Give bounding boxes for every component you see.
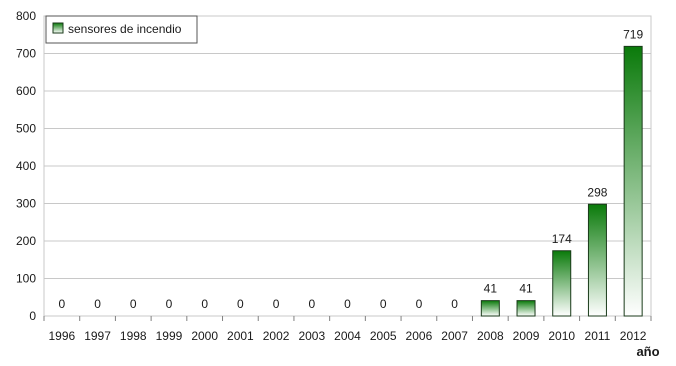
x-tick-label: 2006 [406, 329, 433, 343]
bar [480, 300, 500, 317]
bar [587, 203, 607, 317]
x-tick-label: 2008 [477, 329, 504, 343]
x-tick-label: 1996 [49, 329, 76, 343]
data-label: 0 [237, 297, 244, 311]
x-tick-label: 2001 [227, 329, 254, 343]
bar [552, 250, 572, 317]
x-tick-label: 1998 [120, 329, 147, 343]
x-axis-title: año [636, 344, 659, 359]
y-tick-label: 0 [29, 309, 36, 323]
y-tick-label: 600 [16, 84, 36, 98]
data-label: 0 [130, 297, 137, 311]
bar [516, 300, 536, 317]
x-tick-label: 2004 [334, 329, 361, 343]
data-label: 0 [59, 297, 66, 311]
legend: sensores de incendio [45, 15, 198, 44]
x-tick-label: 2002 [263, 329, 290, 343]
data-label: 0 [344, 297, 351, 311]
y-tick-label: 700 [16, 47, 36, 61]
x-tick-label: 1997 [84, 329, 111, 343]
plot-frame [43, 15, 652, 317]
data-label: 719 [623, 27, 643, 41]
x-tick-label: 2007 [441, 329, 468, 343]
grid-lines [43, 15, 652, 317]
x-tick-label: 1999 [156, 329, 183, 343]
x-tick-label: 2012 [620, 329, 647, 343]
data-label: 41 [519, 282, 533, 296]
data-label: 0 [451, 297, 458, 311]
y-axis-ticks: 0 100 200 300 400 500 600 700 800 [16, 9, 36, 323]
bar [623, 45, 643, 317]
x-tick-label: 2003 [298, 329, 325, 343]
x-tick-label: 2010 [548, 329, 575, 343]
y-tick-label: 300 [16, 197, 36, 211]
x-tick-label: 2000 [191, 329, 218, 343]
legend-label: sensores de incendio [68, 22, 182, 36]
x-tick-label: 2005 [370, 329, 397, 343]
x-tick-label: 2011 [585, 329, 611, 343]
legend-box [45, 15, 198, 44]
y-tick-label: 800 [16, 9, 36, 23]
data-label: 174 [552, 232, 572, 246]
legend-swatch [52, 22, 64, 34]
x-axis-ticks: 1996 1997 1998 1999 2000 2001 2002 2003 2004 2005… [43, 316, 652, 343]
data-label: 0 [94, 297, 101, 311]
data-label: 0 [201, 297, 208, 311]
y-tick-label: 500 [16, 122, 36, 136]
data-label: 298 [587, 185, 607, 199]
y-tick-label: 200 [16, 234, 36, 248]
data-label: 0 [308, 297, 315, 311]
data-label: 41 [484, 282, 498, 296]
data-label: 0 [380, 297, 387, 311]
data-label: 0 [416, 297, 423, 311]
data-label: 0 [166, 297, 173, 311]
x-tick-label: 2009 [513, 329, 540, 343]
data-label: 0 [273, 297, 280, 311]
data-labels: 0 0 0 0 0 0 0 0 0 0 0 0 41 41 174 298 719 [59, 27, 644, 311]
bars [480, 45, 643, 317]
y-tick-label: 400 [16, 159, 36, 173]
y-tick-label: 100 [16, 272, 36, 286]
